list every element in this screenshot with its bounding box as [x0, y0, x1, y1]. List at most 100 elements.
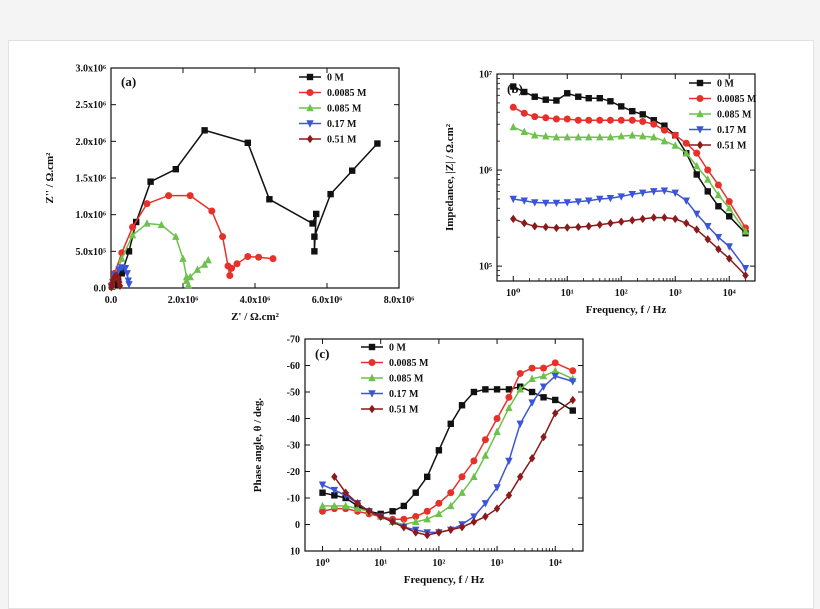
series-line: [322, 362, 574, 520]
data-point: [569, 407, 576, 414]
y-tick-label: 10: [290, 547, 300, 558]
x-tick-label: 10⁰: [315, 558, 330, 569]
data-point: [423, 515, 431, 523]
data-point: [493, 415, 501, 422]
data-point: [618, 103, 625, 110]
data-point: [509, 195, 517, 204]
x-axis-label: Frequency, f / Hz: [586, 304, 667, 316]
data-point: [660, 136, 669, 145]
data-point: [596, 132, 604, 141]
data-point: [219, 233, 227, 241]
series-0-085-M: [108, 219, 212, 289]
data-point: [311, 248, 318, 255]
data-point: [447, 501, 455, 510]
data-point: [683, 218, 690, 228]
series-0-51-M: [331, 395, 576, 540]
panel-b: 10⁰ 10¹ 10² 10³ 10⁴ 10⁵ 10⁶ 10⁷ Frequency, f / H…: [444, 70, 757, 317]
series-line: [513, 216, 747, 276]
data-point: [741, 227, 750, 235]
data-point: [423, 507, 431, 515]
series-0-0085-M: [509, 103, 749, 232]
data-point: [509, 103, 517, 111]
data-point: [650, 213, 657, 222]
data-point: [118, 270, 125, 277]
series-0-M: [319, 383, 576, 518]
data-point: [693, 161, 701, 170]
y-tick-label: -10: [287, 494, 300, 505]
data-point: [618, 217, 625, 226]
data-point: [201, 127, 208, 134]
data-point: [516, 420, 524, 428]
data-point: [553, 223, 560, 233]
x-tick-label: 0.0: [105, 295, 118, 306]
data-point: [563, 115, 571, 123]
data-point: [233, 260, 241, 268]
data-point: [569, 367, 577, 375]
data-point: [693, 171, 700, 178]
data-point: [330, 501, 339, 510]
data-point: [551, 366, 559, 374]
series-0-0085-M: [108, 192, 277, 288]
legend-marker: [368, 404, 376, 414]
data-point: [574, 116, 582, 124]
data-point: [412, 513, 420, 521]
legend-marker: [368, 359, 376, 366]
data-point: [531, 113, 539, 121]
legend-label: 0 M: [717, 79, 735, 90]
data-point: [628, 131, 636, 139]
legend-label: 0.0085 M: [717, 94, 757, 105]
data-point: [331, 472, 338, 481]
legend-marker: [306, 73, 314, 81]
y-tick-label: -50: [287, 388, 300, 399]
series-line: [512, 106, 747, 229]
data-point: [552, 132, 561, 141]
legend-label: 0.17 M: [717, 125, 747, 136]
x-tick-label: 10⁴: [723, 288, 736, 299]
data-point: [606, 132, 615, 141]
data-point: [714, 190, 723, 199]
data-point: [607, 218, 614, 228]
data-point: [704, 223, 712, 231]
series-line: [322, 369, 574, 526]
data-point: [116, 281, 124, 290]
data-point: [172, 166, 179, 173]
data-point: [228, 264, 236, 272]
data-point: [725, 198, 733, 206]
data-point: [528, 399, 536, 407]
data-point: [542, 114, 550, 122]
series-0-17-M: [509, 187, 750, 273]
data-point: [682, 139, 690, 147]
data-point: [704, 166, 712, 174]
series-line: [110, 222, 209, 287]
y-tick-label: 10⁵: [479, 262, 492, 273]
x-tick-label: 10⁴: [549, 558, 562, 569]
y-tick-label: 10⁷: [479, 70, 492, 81]
legend: 0 M 0.0085 M 0.085 M 0.17 M 0.51 M: [299, 73, 367, 146]
data-point: [650, 120, 658, 128]
data-point: [585, 197, 593, 205]
legend-marker: [306, 103, 314, 112]
data-point: [617, 193, 625, 201]
data-point: [327, 190, 334, 198]
x-tick-label: 10¹: [561, 288, 574, 299]
legend: 0 M 0.0085 M 0.085 M 0.17 M 0.51 M: [361, 343, 429, 416]
legend-label: 0.17 M: [327, 119, 357, 130]
data-point: [481, 436, 489, 444]
legend-label: 0 M: [327, 73, 345, 84]
data-point: [493, 386, 501, 393]
data-point: [629, 107, 636, 115]
data-point: [617, 116, 625, 124]
x-tick-label: 10³: [669, 288, 682, 299]
data-point: [458, 488, 466, 496]
data-point: [563, 199, 571, 207]
data-point: [244, 139, 251, 146]
legend-label: 0.51 M: [327, 135, 357, 146]
data-point: [596, 220, 603, 229]
data-point: [481, 451, 490, 459]
data-point: [520, 197, 528, 205]
data-point: [255, 253, 263, 261]
panel-a: 0.0 2.0x10⁶ 4.0x10⁶ 6.0x10⁶ 8.0x10⁶ 0.0 5.0x10…: [44, 64, 414, 324]
data-point: [458, 522, 466, 532]
data-point: [400, 515, 408, 523]
data-point: [563, 132, 571, 141]
